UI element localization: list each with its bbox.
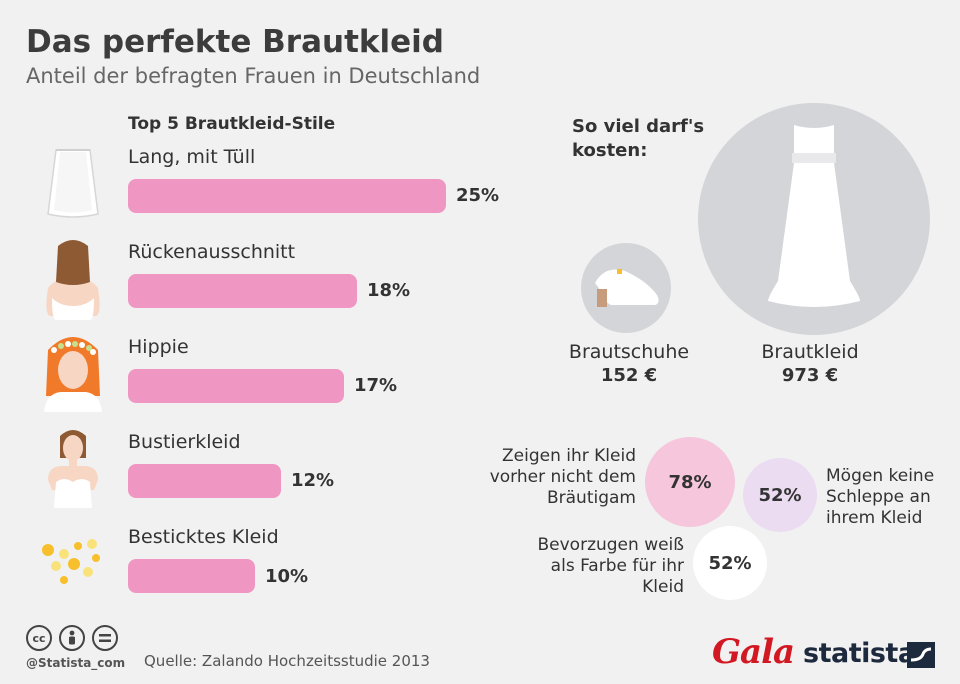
bar — [128, 179, 446, 213]
source-note: Quelle: Zalando Hochzeitsstudie 2013 — [144, 652, 430, 670]
bar — [128, 559, 255, 593]
category-label: Lang, mit Tüll — [128, 146, 256, 168]
no-derivatives-icon — [92, 625, 118, 651]
shoe-circle — [581, 243, 671, 333]
stat-text: Bevorzugen weiß als Farbe für ihr Kleid — [537, 535, 685, 597]
stat-text: Mögen keine Schleppe an ihrem Kleid — [826, 466, 935, 528]
dress-icon — [768, 125, 860, 307]
bar-chart-heading: Top 5 Brautkleid-Stile — [128, 114, 336, 134]
bar-value-label: 18% — [367, 280, 411, 301]
shoe-icon — [595, 269, 659, 307]
chart-subtitle: Anteil der befragten Frauen in Deutschla… — [26, 64, 481, 88]
category-label: Bustierkleid — [128, 431, 241, 453]
embroidery-icon — [34, 530, 112, 618]
statista-logo: statista — [803, 638, 916, 669]
skirt-icon — [34, 140, 112, 228]
cost-label: Brautkleid — [761, 341, 859, 363]
bar — [128, 464, 281, 498]
attribution-icon — [59, 625, 85, 651]
category-label: Hippie — [128, 336, 189, 358]
category-label: Rückenausschnitt — [128, 241, 296, 263]
bar-value-label: 12% — [291, 470, 335, 491]
chart-title: Das perfekte Brautkleid — [26, 24, 444, 60]
cost-value: 973 € — [781, 365, 839, 386]
cc-license-icon: cc — [26, 625, 52, 651]
bar-value-label: 10% — [265, 566, 309, 587]
statista-handle: @Statista_com — [26, 656, 126, 670]
bride-back-icon — [34, 236, 112, 324]
gala-logo: Gala — [712, 632, 795, 672]
statista-logo-icon — [907, 642, 935, 668]
hippie-bride-icon — [34, 330, 112, 418]
stat-text: Zeigen ihr Kleid vorher nicht dem Bräuti… — [489, 446, 636, 508]
category-label: Besticktes Kleid — [128, 526, 279, 548]
bar-value-label: 17% — [354, 375, 398, 396]
stat-circle: 78% — [645, 437, 735, 527]
cost-heading: So viel darf's kosten: — [572, 116, 705, 161]
stat-circle: 52% — [743, 458, 817, 532]
bar — [128, 274, 357, 308]
cost-value: 152 € — [600, 365, 658, 386]
bar-value-label: 25% — [456, 185, 500, 206]
bustier-bride-icon — [34, 424, 112, 512]
stat-circle: 52% — [693, 526, 767, 600]
bar — [128, 369, 344, 403]
dress-circle — [698, 103, 930, 335]
cost-label: Brautschuhe — [568, 341, 690, 363]
